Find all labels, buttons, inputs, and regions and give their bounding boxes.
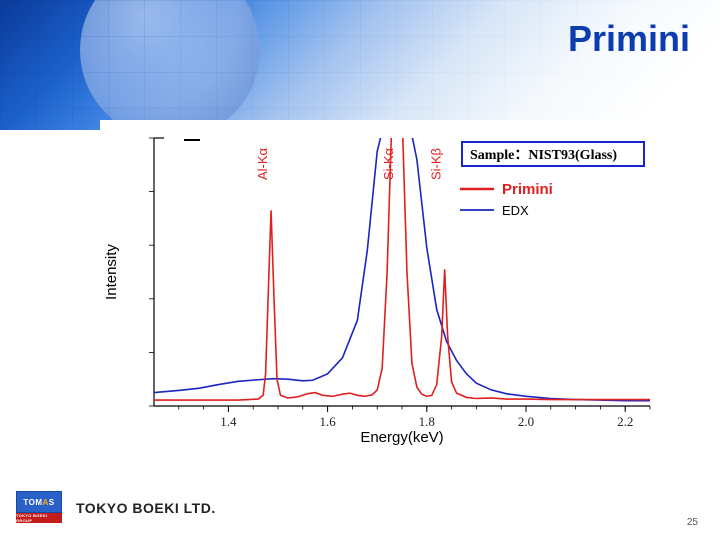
svg-text:1.4: 1.4	[220, 414, 237, 429]
logo-sub: TOKYO BOEKI GROUP	[16, 513, 62, 523]
svg-text:Si-Kβ: Si-Kβ	[429, 148, 444, 180]
logo-text-s: S	[49, 498, 55, 507]
svg-text:2.0: 2.0	[518, 414, 534, 429]
chart-svg: 1.4 1.6 1.8 2.0 2.2 Energy(keV) Intensity Al-Kα…	[100, 120, 660, 450]
company-name: TOKYO BOEKI LTD.	[76, 500, 216, 516]
svg-text:1.8: 1.8	[419, 414, 435, 429]
svg-text:Intensity: Intensity	[103, 244, 120, 300]
page-number: 25	[687, 518, 698, 528]
footer: TOMAS TOKYO BOEKI GROUP TOKYO BOEKI LTD.	[0, 488, 720, 528]
tomas-logo: TOMAS TOKYO BOEKI GROUP	[16, 491, 62, 525]
svg-text:Sample：NIST93(Glass): Sample：NIST93(Glass)	[470, 148, 617, 163]
svg-text:1.6: 1.6	[319, 414, 336, 429]
svg-text:EDX: EDX	[502, 203, 529, 218]
svg-text:2.2: 2.2	[617, 414, 633, 429]
logo-top: TOMAS	[16, 491, 62, 513]
svg-text:Primini: Primini	[502, 181, 553, 198]
spectrum-chart: 1.4 1.6 1.8 2.0 2.2 Energy(keV) Intensity Al-Kα…	[100, 120, 660, 450]
svg-text:Energy(keV): Energy(keV)	[360, 429, 443, 446]
page-number-text: 25	[687, 518, 698, 528]
slide-title: Primini	[568, 18, 690, 60]
svg-text:Al-Kα: Al-Kα	[255, 147, 270, 180]
svg-text:Si-Kα: Si-Kα	[381, 147, 396, 180]
slide: Primini 1.4 1.6 1.8 2.0 2.2 Energy(keV) Intens…	[0, 0, 720, 540]
logo-text-tom: TOM	[23, 498, 42, 507]
